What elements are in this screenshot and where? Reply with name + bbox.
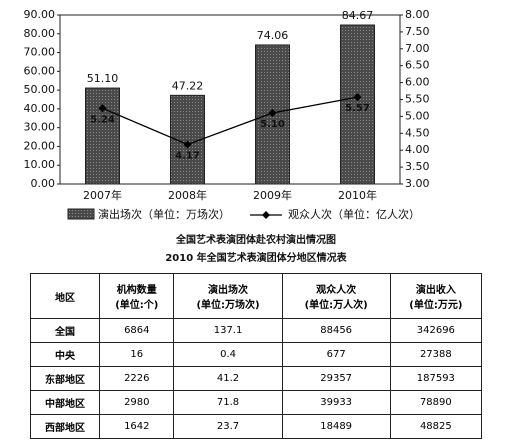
header-text: (单位:万场次) xyxy=(196,300,260,311)
bar-label: 47.22 xyxy=(172,79,204,92)
legend-marker xyxy=(262,211,270,219)
header-cell: 机构数量 (单位:个) xyxy=(99,273,175,319)
y-tick-label: 60.00 xyxy=(24,64,56,77)
header-text: (单位:个) xyxy=(115,300,159,311)
header-text: 地区 xyxy=(55,292,76,304)
header-row: 地区 机构数量 (单位:个) 演出场次 (单位:万场次) 观众人次 (单位:万人次) 演出收入… xyxy=(29,273,483,319)
table-cell: 41.2 xyxy=(173,366,283,391)
line-label: 5.57 xyxy=(345,103,370,114)
table-cell: 西部地区 xyxy=(29,414,101,439)
line-marker xyxy=(183,140,192,149)
y2-tick-label: 6.50 xyxy=(405,59,430,72)
table-row: 东部地区 2226 41.2 29357 187593 xyxy=(29,366,483,391)
y-tick-label: 70.00 xyxy=(24,46,56,59)
table-row: 中央 16 0.4 677 27388 xyxy=(29,342,483,367)
table-cell: 0.4 xyxy=(173,342,283,367)
y-tick-label: 0.00 xyxy=(31,177,56,190)
table-row: 西部地区 1642 23.7 18489 48825 xyxy=(29,414,483,439)
header-text: (单位:万元) xyxy=(409,300,463,311)
header-text: 观众人次 xyxy=(316,285,357,296)
table-title: 2010 年全国艺术表演团体分地区情况表 xyxy=(165,251,347,264)
table-cell: 18489 xyxy=(281,414,391,439)
data-table: 地区 机构数量 (单位:个) 演出场次 (单位:万场次) 观众人次 (单位:万人次) 演出收入… xyxy=(29,273,483,439)
table-cell: 全国 xyxy=(29,318,101,343)
line-marker xyxy=(98,104,107,113)
bar-label: 84.67 xyxy=(342,9,374,22)
bar-label: 74.06 xyxy=(257,29,289,42)
table-cell: 1642 xyxy=(99,414,175,439)
y2-tick-label: 7.50 xyxy=(405,25,430,38)
table-cell: 6864 xyxy=(99,318,175,343)
x-tick-label: 2009年 xyxy=(253,188,292,202)
bar xyxy=(340,24,375,185)
y2-tick-label: 3.00 xyxy=(405,177,430,190)
table-cell: 342696 xyxy=(389,318,483,343)
x-tick-label: 2010年 xyxy=(338,188,377,202)
chart-title: 全国艺术表演团体赴农村演出情况图 xyxy=(175,233,336,246)
header-text: 机构数量 xyxy=(116,285,157,296)
line-marker xyxy=(353,93,362,102)
x-tick-label: 2008年 xyxy=(168,188,207,202)
line xyxy=(102,96,358,146)
chart: 全国艺术表演团体赴农村演出情况图 2010 年全国艺术表演团体分地区情况表 0.… xyxy=(24,8,430,264)
header-cell: 演出场次 (单位:万场次) xyxy=(173,273,283,319)
bar xyxy=(85,87,120,185)
y-tick-label: 90.00 xyxy=(24,8,56,21)
header-cell: 演出收入 (单位:万元) xyxy=(389,273,483,319)
table-cell: 187593 xyxy=(389,366,483,391)
y-tick-label: 10.00 xyxy=(24,158,56,171)
table-cell: 2226 xyxy=(99,366,175,391)
header-cell: 观众人次 (单位:万人次) xyxy=(281,273,391,319)
header-text: (单位:万人次) xyxy=(304,300,368,311)
line-label: 4.17 xyxy=(175,150,200,161)
y2-tick-label: 6.00 xyxy=(405,76,430,89)
table-cell: 88456 xyxy=(281,318,391,343)
table-cell: 29357 xyxy=(281,366,391,391)
y-tick-label: 40.00 xyxy=(24,102,56,115)
table-cell: 677 xyxy=(281,342,391,367)
table-cell: 16 xyxy=(99,342,175,367)
x-tick-label: 2007年 xyxy=(83,188,122,202)
header-text: 演出收入 xyxy=(415,285,456,296)
line-marker xyxy=(268,109,277,118)
table-row: 中部地区 2980 71.8 39933 78890 xyxy=(29,390,483,415)
table-cell: 东部地区 xyxy=(29,366,101,391)
table-cell: 23.7 xyxy=(173,414,283,439)
y2-tick-label: 4.00 xyxy=(405,143,430,156)
y2-tick-label: 5.50 xyxy=(405,93,430,106)
y-tick-label: 80.00 xyxy=(24,27,56,40)
legend-label: 观众人次（单位：亿人次） xyxy=(288,207,420,221)
y2-tick-label: 5.00 xyxy=(405,109,430,122)
table-cell: 39933 xyxy=(281,390,391,415)
y2-tick-label: 8.00 xyxy=(405,8,430,21)
legend-label: 演出场次（单位：万场次） xyxy=(98,207,230,221)
table-cell: 2980 xyxy=(99,390,175,415)
line-label: 5.10 xyxy=(260,119,285,130)
y-tick-label: 20.00 xyxy=(24,139,56,152)
line-label: 5.24 xyxy=(90,114,115,125)
table-cell: 71.8 xyxy=(173,390,283,415)
y2-tick-label: 4.50 xyxy=(405,126,430,139)
y2-tick-label: 7.00 xyxy=(405,42,430,55)
header-text: 演出场次 xyxy=(208,285,249,296)
table-cell: 27388 xyxy=(389,342,483,367)
table-cell: 中部地区 xyxy=(29,390,101,415)
legend-swatch xyxy=(67,208,95,220)
bar-label: 51.10 xyxy=(87,72,119,85)
y2-tick-label: 3.50 xyxy=(405,160,430,173)
table-cell: 中央 xyxy=(29,342,101,367)
table-row: 全国 6864 137.1 88456 342696 xyxy=(29,318,483,343)
header-cell: 地区 xyxy=(29,273,101,319)
y-tick-label: 50.00 xyxy=(24,83,56,96)
table-cell: 78890 xyxy=(389,390,483,415)
table-cell: 137.1 xyxy=(173,318,283,343)
y-tick-label: 30.00 xyxy=(24,121,56,134)
table-cell: 48825 xyxy=(389,414,483,439)
